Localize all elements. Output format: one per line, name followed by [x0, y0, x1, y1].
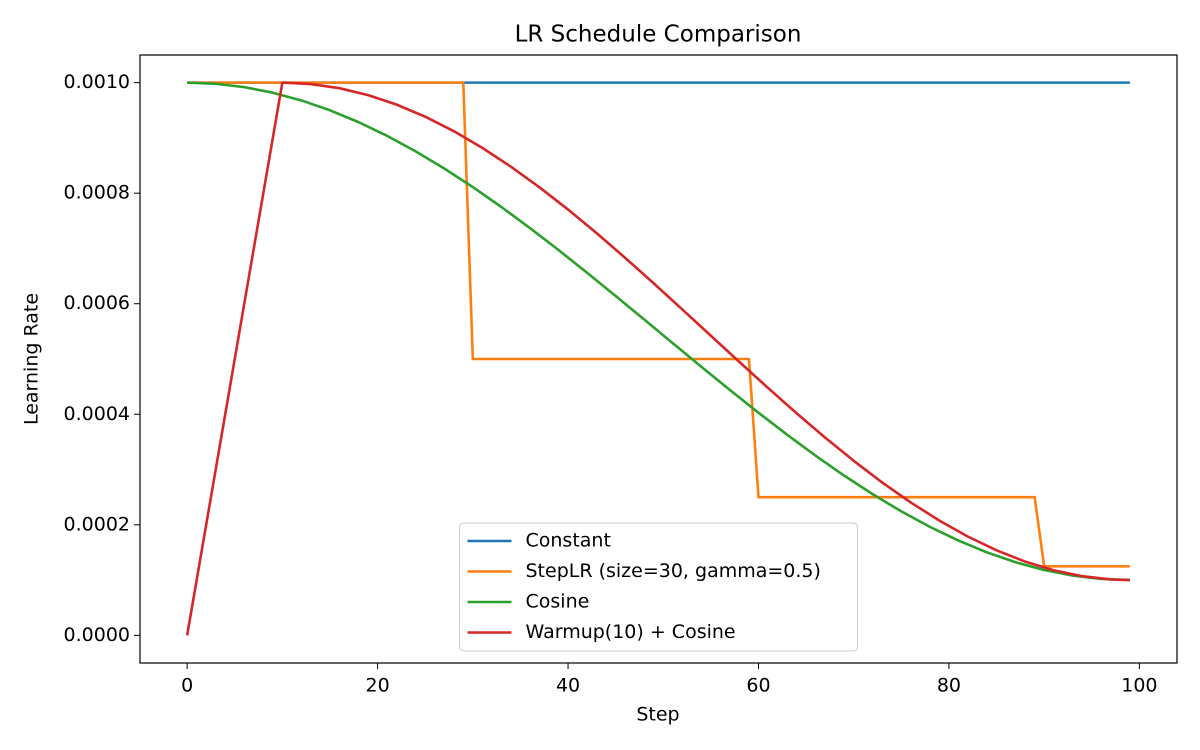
x-tick-label: 20: [365, 675, 389, 697]
y-tick-label: 0.0010: [64, 71, 130, 93]
x-axis-label: Step: [636, 704, 679, 726]
x-tick-label: 80: [937, 675, 961, 697]
legend-label: Cosine: [526, 591, 590, 613]
line-series: [187, 81, 1130, 582]
y-tick-label: 0.0004: [64, 403, 130, 425]
line-series: [187, 81, 1130, 568]
y-tick-label: 0.0002: [64, 513, 130, 535]
x-tick-label: 60: [746, 675, 770, 697]
line-series: [185, 81, 1130, 636]
x-tick-label: 0: [181, 675, 193, 697]
legend-label: StepLR (size=30, gamma=0.5): [526, 560, 821, 582]
y-tick-label: 0.0000: [64, 624, 130, 646]
legend-box: [459, 522, 858, 652]
y-tick-label: 0.0008: [64, 182, 130, 204]
plot-frame: [139, 54, 1178, 664]
legend-label: Constant: [526, 530, 611, 552]
x-tick-label: 100: [1121, 675, 1157, 697]
legend-label: Warmup(10) + Cosine: [526, 621, 736, 643]
chart-title: LR Schedule Comparison: [515, 22, 802, 48]
y-axis-label: Learning Rate: [21, 293, 43, 425]
x-tick-label: 40: [556, 675, 580, 697]
y-tick-label: 0.0006: [64, 292, 130, 314]
